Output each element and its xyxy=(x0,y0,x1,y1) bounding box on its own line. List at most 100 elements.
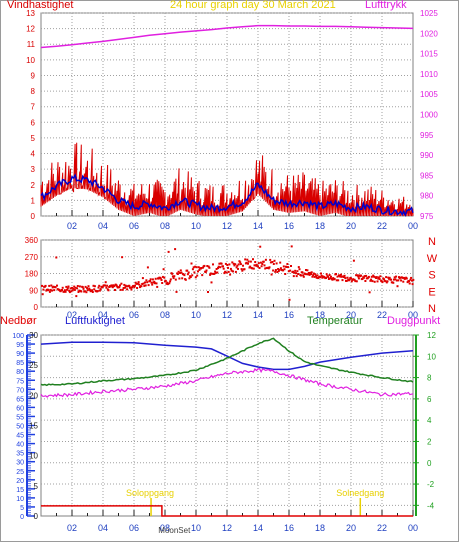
direction-point xyxy=(328,274,331,276)
direction-point xyxy=(308,273,311,276)
direction-point xyxy=(200,267,203,269)
direction-point xyxy=(147,284,150,287)
direction-point xyxy=(367,275,370,278)
direction-point xyxy=(335,273,337,275)
direction-point xyxy=(135,282,138,285)
direction-point xyxy=(195,266,198,269)
direction-point xyxy=(104,284,106,287)
direction-point xyxy=(247,262,249,265)
direction-point xyxy=(63,290,66,293)
direction-point xyxy=(172,277,175,280)
direction-point xyxy=(53,289,56,292)
direction-point xyxy=(151,278,154,281)
direction-point xyxy=(379,275,382,278)
x-tick-label: 06 xyxy=(129,523,139,533)
direction-point xyxy=(211,272,214,275)
direction-point xyxy=(385,281,388,284)
rain-tick-label: 35 xyxy=(16,451,24,458)
direction-tick-label: 180 xyxy=(25,270,39,279)
direction-point xyxy=(330,275,332,278)
direction-point xyxy=(370,278,373,281)
direction-point xyxy=(98,284,101,287)
direction-point xyxy=(242,264,244,267)
direction-point xyxy=(327,278,330,280)
direction-point xyxy=(381,281,384,284)
direction-point xyxy=(151,283,154,286)
direction-point xyxy=(226,264,229,266)
wind-tick-label: 2 xyxy=(31,181,36,190)
direction-point xyxy=(319,276,322,279)
direction-point xyxy=(264,258,267,261)
direction-point xyxy=(239,263,242,266)
direction-point xyxy=(76,285,79,287)
direction-point xyxy=(345,279,348,282)
direction-point xyxy=(119,284,121,287)
direction-point xyxy=(66,287,69,290)
rain-tick-label: 25 xyxy=(16,469,24,476)
direction-point xyxy=(146,266,149,269)
direction-point xyxy=(295,272,297,275)
temp-tick-label: 10 xyxy=(427,352,436,361)
direction-point xyxy=(354,280,357,283)
temp-tick-label: -4 xyxy=(427,501,435,510)
humidity-axis-label: Luftfuktighet xyxy=(65,315,125,327)
x-tick-label: 12 xyxy=(222,523,232,533)
direction-point xyxy=(269,261,272,264)
wind-tick-label: 4 xyxy=(31,150,36,159)
direction-point xyxy=(71,289,74,292)
direction-point xyxy=(84,285,87,288)
direction-point xyxy=(361,278,364,280)
direction-point xyxy=(224,270,227,273)
direction-point xyxy=(356,274,359,277)
direction-point xyxy=(164,279,167,282)
direction-point xyxy=(290,245,293,248)
direction-point xyxy=(302,274,305,277)
direction-point xyxy=(66,288,68,291)
direction-point xyxy=(205,269,208,272)
direction-point xyxy=(88,287,91,290)
direction-point xyxy=(206,265,209,267)
compass-label: E xyxy=(428,286,435,298)
direction-point xyxy=(109,285,112,288)
direction-point xyxy=(232,270,234,273)
direction-point xyxy=(69,287,72,290)
x-tick-label: 20 xyxy=(346,221,356,231)
direction-point xyxy=(193,271,196,274)
direction-point xyxy=(51,289,53,292)
direction-point xyxy=(253,264,256,267)
rain-tick-label: 15 xyxy=(16,487,24,494)
x-tick-label: 12 xyxy=(222,221,232,231)
direction-point xyxy=(282,269,285,272)
direction-point xyxy=(128,284,131,287)
direction-point xyxy=(61,289,63,291)
direction-point xyxy=(287,266,290,269)
direction-point xyxy=(219,266,222,269)
direction-point xyxy=(340,273,342,276)
direction-point xyxy=(91,291,94,293)
x-tick-label: 14 xyxy=(253,310,263,320)
direction-point xyxy=(180,271,183,274)
direction-point xyxy=(339,275,342,278)
direction-point xyxy=(234,263,237,266)
x-tick-label: 14 xyxy=(253,221,263,231)
x-tick-label: 08 xyxy=(160,523,170,533)
direction-point xyxy=(277,270,280,272)
direction-point xyxy=(229,267,232,270)
direction-point xyxy=(292,270,295,273)
x-tick-label: 04 xyxy=(98,310,108,320)
wind-tick-label: 6 xyxy=(31,118,36,127)
x-tick-label: 18 xyxy=(315,310,325,320)
direction-point xyxy=(116,285,119,288)
direction-point xyxy=(169,280,172,283)
direction-point xyxy=(121,256,124,259)
direction-point xyxy=(188,277,191,280)
direction-point xyxy=(192,266,195,269)
direction-point xyxy=(154,282,156,285)
direction-point xyxy=(204,271,207,274)
direction-point xyxy=(408,280,410,283)
direction-point xyxy=(370,275,373,278)
direction-point xyxy=(316,274,319,277)
direction-point xyxy=(115,284,118,287)
direction-point xyxy=(245,261,248,264)
